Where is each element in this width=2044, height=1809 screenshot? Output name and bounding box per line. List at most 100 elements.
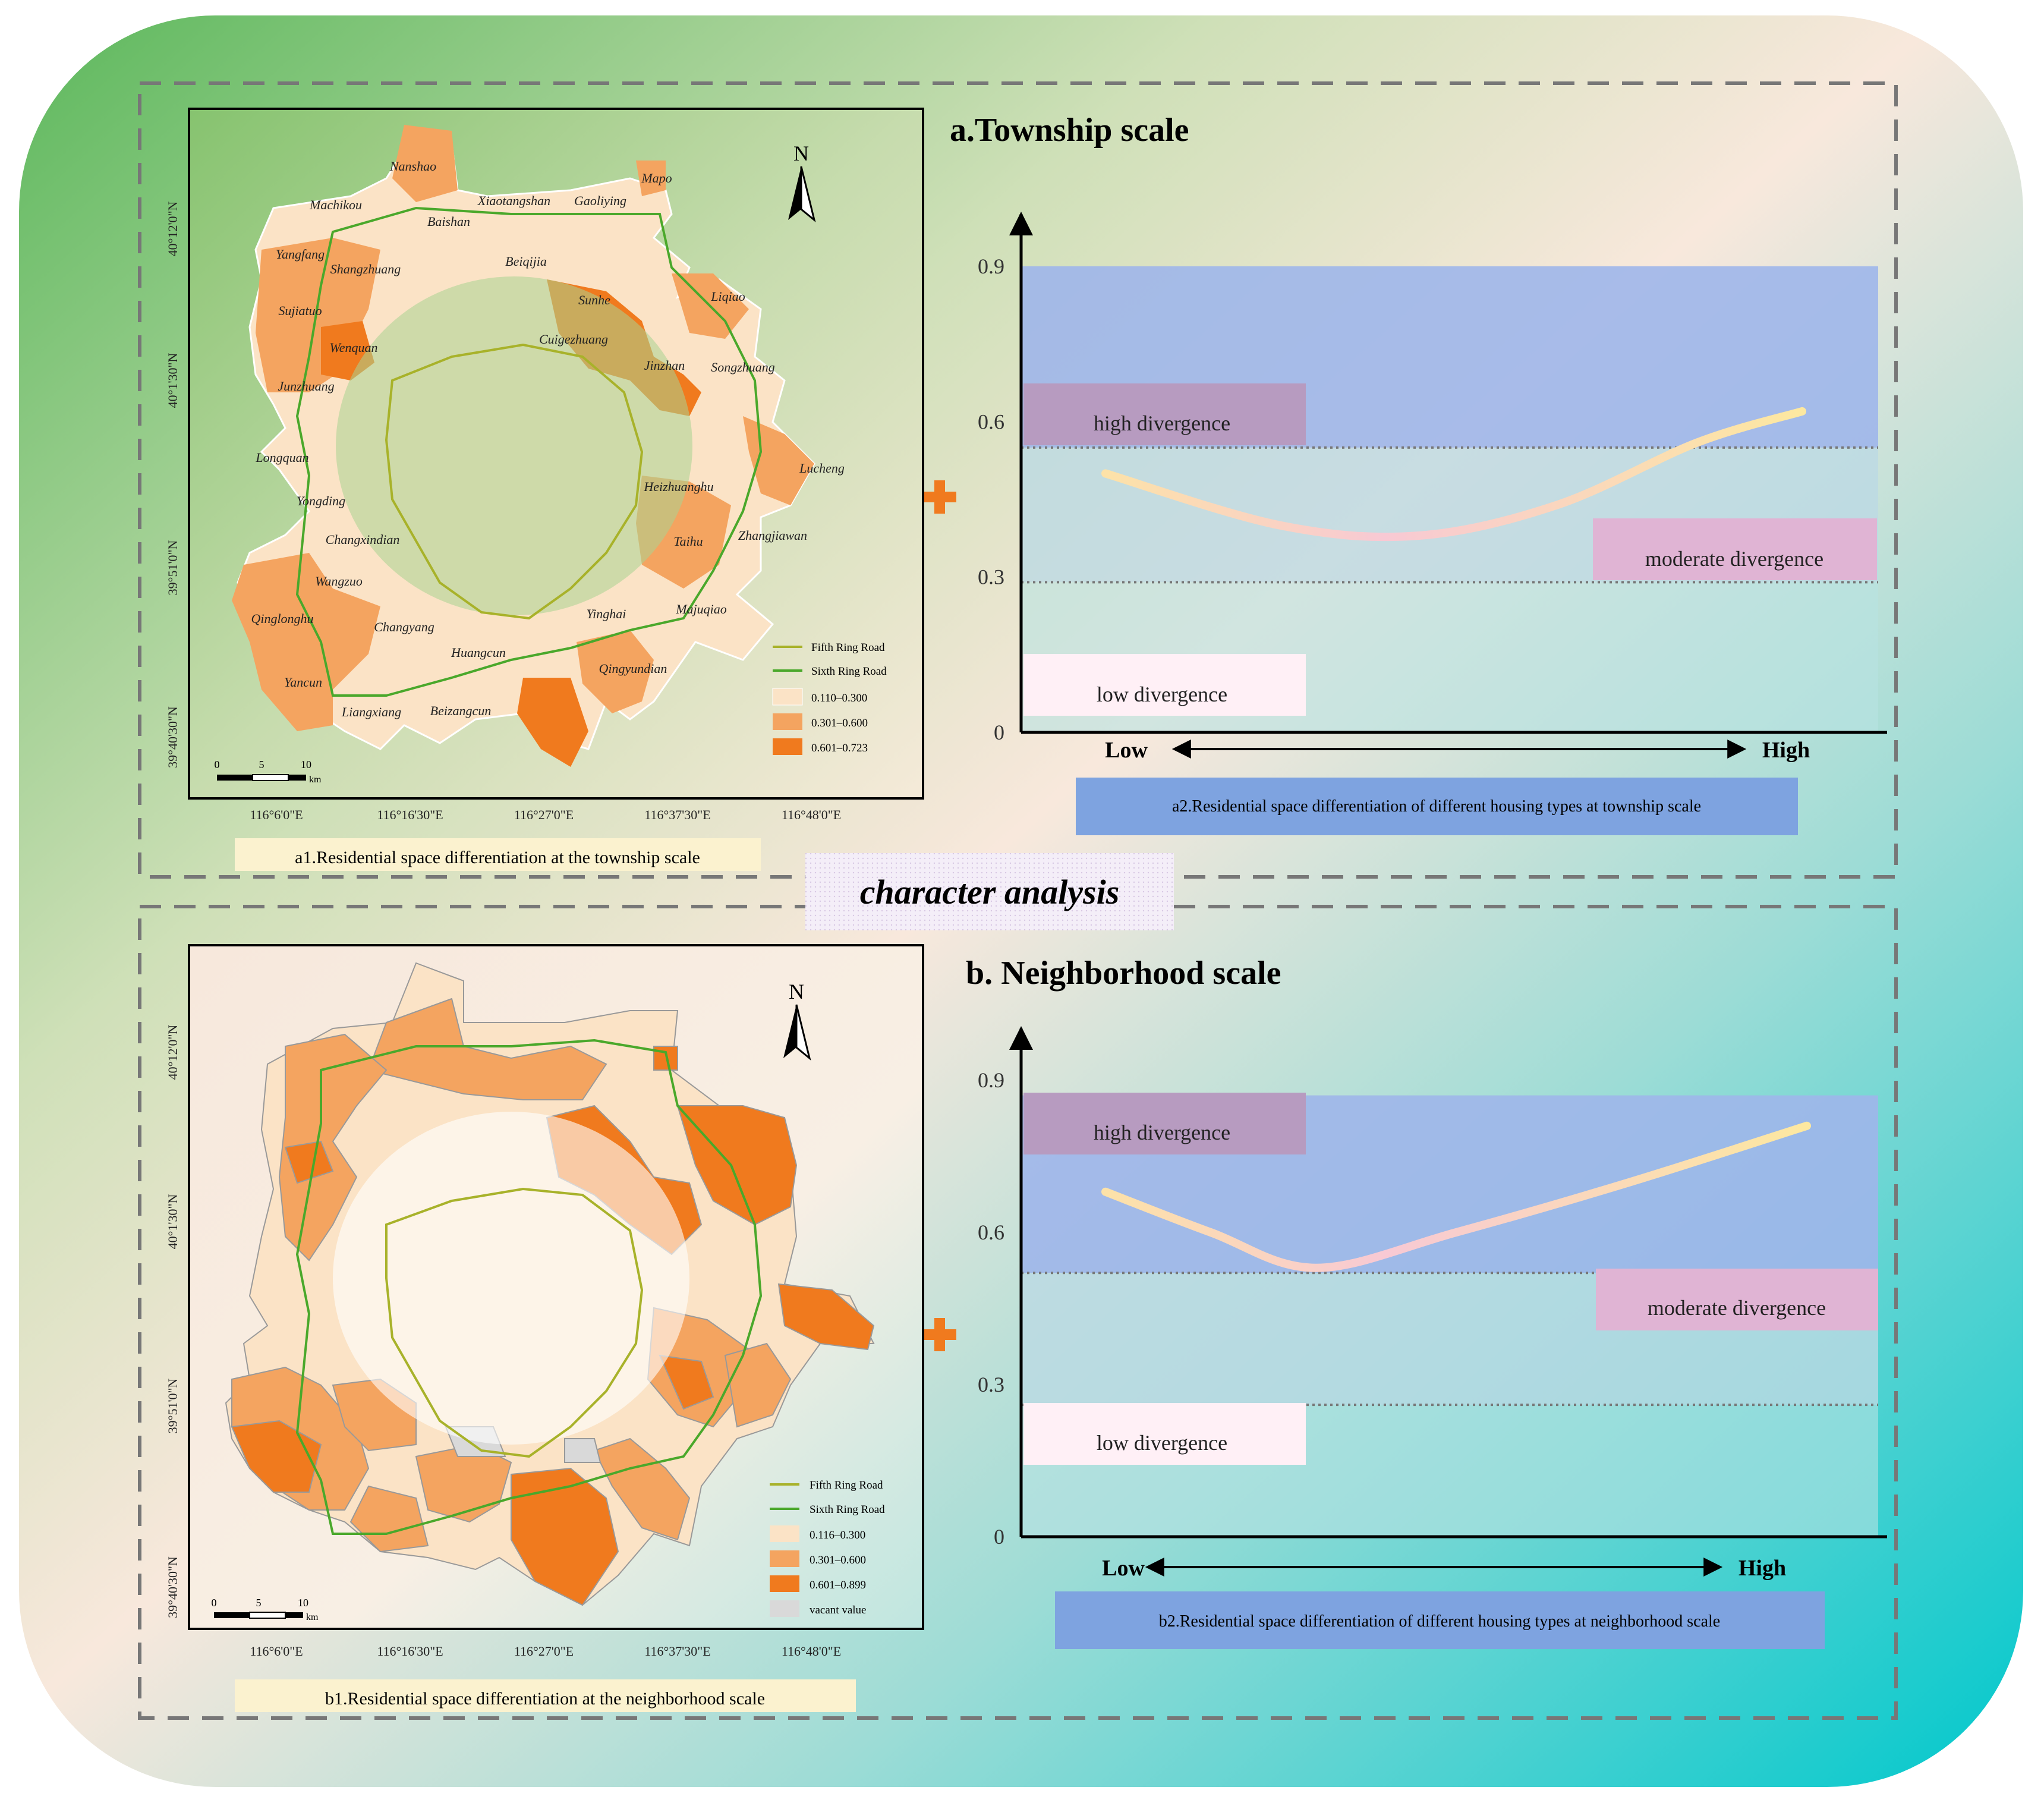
township-label: Songzhuang bbox=[711, 360, 775, 375]
band-label-box bbox=[1593, 518, 1877, 580]
svg-text:km: km bbox=[309, 775, 322, 785]
north-arrow-icon: N bbox=[783, 980, 811, 1061]
caption-box bbox=[235, 1679, 856, 1712]
scale-bar: 0 5 10 km bbox=[215, 759, 322, 785]
svg-text:39°40'30"N: 39°40'30"N bbox=[165, 1556, 180, 1618]
township-label: Changxindian bbox=[326, 532, 400, 547]
township-label: Xiaotangshan bbox=[477, 193, 550, 208]
y-tick-label: 0.9 bbox=[978, 1068, 1004, 1092]
band-label-box bbox=[1023, 654, 1306, 716]
svg-text:0.601–0.723: 0.601–0.723 bbox=[811, 742, 868, 754]
svg-text:0.301–0.600: 0.301–0.600 bbox=[810, 1554, 866, 1566]
svg-text:40°12'0"N: 40°12'0"N bbox=[165, 1025, 180, 1080]
township-label: Liqiao bbox=[710, 289, 745, 304]
panel-title-a: a.Township scale bbox=[950, 112, 1189, 149]
scale-bar: 0 5 10 km bbox=[212, 1597, 319, 1622]
township-label: Yongding bbox=[297, 493, 345, 508]
township-label: Wenquan bbox=[329, 340, 377, 355]
y-tick-label: 0.3 bbox=[978, 565, 1004, 589]
svg-text:10: 10 bbox=[301, 759, 311, 770]
township-label: Longquan bbox=[255, 450, 308, 465]
svg-text:0: 0 bbox=[212, 1597, 217, 1609]
svg-text:N: N bbox=[793, 141, 809, 165]
svg-text:Sixth Ring Road: Sixth Ring Road bbox=[811, 665, 887, 678]
township-label: Cuigezhuang bbox=[539, 332, 608, 347]
township-label: Sunhe bbox=[578, 292, 610, 307]
svg-text:0.301–0.600: 0.301–0.600 bbox=[811, 717, 868, 729]
map-neighborhood: N bbox=[165, 944, 924, 1659]
svg-text:Fifth Ring Road: Fifth Ring Road bbox=[810, 1479, 883, 1492]
band-label-box bbox=[1023, 1093, 1306, 1154]
township-label: Changyang bbox=[374, 619, 434, 634]
svg-text:116°48'0"E: 116°48'0"E bbox=[782, 1644, 841, 1659]
svg-text:116°6'0"E: 116°6'0"E bbox=[250, 807, 303, 822]
township-label: Yangfang bbox=[276, 247, 325, 262]
center-label-box bbox=[805, 853, 1174, 930]
svg-text:116°16'30"E: 116°16'30"E bbox=[377, 807, 443, 822]
y-tick-label: 0.6 bbox=[978, 1220, 1004, 1244]
map-township: N Nanshao Mapo Machikou Xiaotangshan Gaoliyi… bbox=[165, 108, 924, 822]
map-caption: a1.Residential space differentiation at … bbox=[295, 848, 700, 867]
township-label: Majuqiao bbox=[675, 602, 727, 616]
svg-text:116°37'30"E: 116°37'30"E bbox=[644, 807, 710, 822]
svg-text:Sixth Ring Road: Sixth Ring Road bbox=[810, 1503, 885, 1516]
svg-text:116°6'0"E: 116°6'0"E bbox=[250, 1644, 303, 1659]
map-caption: b1.Residential space differentiation at … bbox=[325, 1689, 765, 1709]
township-label: Qinglonghu bbox=[251, 611, 313, 626]
plus-icon bbox=[923, 480, 956, 514]
x-low-label: Low bbox=[1105, 738, 1148, 763]
band-label: low divergence bbox=[1097, 682, 1227, 706]
svg-text:116°27'0"E: 116°27'0"E bbox=[514, 807, 574, 822]
svg-text:116°16'30"E: 116°16'30"E bbox=[377, 1644, 443, 1659]
svg-text:0.601–0.899: 0.601–0.899 bbox=[810, 1579, 866, 1591]
township-label: Qingyundian bbox=[599, 661, 667, 676]
svg-text:116°48'0"E: 116°48'0"E bbox=[782, 807, 841, 822]
y-tick-label: 0 bbox=[994, 721, 1004, 744]
band-label-box bbox=[1596, 1269, 1878, 1330]
y-tick-label: 0.9 bbox=[978, 254, 1004, 278]
township-label: Beizangcun bbox=[430, 703, 492, 718]
township-label: Lucheng bbox=[799, 461, 845, 476]
svg-text:39°51'0"N: 39°51'0"N bbox=[165, 1379, 180, 1434]
band-label-box bbox=[1023, 383, 1306, 445]
svg-text:39°40'30"N: 39°40'30"N bbox=[165, 706, 180, 768]
x-high-label: High bbox=[1738, 1556, 1786, 1581]
svg-text:5: 5 bbox=[259, 759, 264, 770]
svg-text:5: 5 bbox=[256, 1597, 262, 1609]
band-label-box bbox=[1023, 1403, 1306, 1465]
township-label: Shangzhuang bbox=[330, 262, 401, 276]
center-title: character analysis bbox=[860, 873, 1120, 911]
y-tick-label: 0 bbox=[994, 1525, 1004, 1549]
band-label: high divergence bbox=[1094, 1121, 1230, 1144]
panel-title-b: b. Neighborhood scale bbox=[966, 955, 1281, 992]
y-tick-label: 0.3 bbox=[978, 1373, 1004, 1396]
map-legend: Fifth Ring Road Sixth Ring Road 0.110–0.… bbox=[772, 641, 887, 755]
township-label: Baishan bbox=[427, 214, 470, 229]
svg-text:0: 0 bbox=[215, 759, 220, 770]
svg-text:116°27'0"E: 116°27'0"E bbox=[514, 1644, 574, 1659]
chart-caption: a2.Residential space differentiation of … bbox=[1172, 797, 1701, 816]
township-label: Jinzhan bbox=[644, 358, 685, 373]
township-label: Wangzuo bbox=[315, 574, 363, 589]
svg-text:vacant value: vacant value bbox=[810, 1604, 866, 1616]
svg-text:0.116–0.300: 0.116–0.300 bbox=[810, 1529, 865, 1541]
township-label: Junzhuang bbox=[278, 379, 334, 394]
svg-text:40°1'30"N: 40°1'30"N bbox=[165, 353, 180, 408]
township-label: Yancun bbox=[284, 675, 322, 690]
map-legend: Fifth Ring Road Sixth Ring Road 0.116–0.… bbox=[770, 1479, 885, 1617]
township-label: Gaoliying bbox=[574, 193, 626, 208]
township-label: Huangcun bbox=[451, 645, 506, 660]
divergence-curve bbox=[1101, 407, 1806, 542]
svg-text:0.110–0.300: 0.110–0.300 bbox=[811, 692, 867, 704]
township-label: Sujiatuo bbox=[278, 303, 322, 318]
chart-township: high divergence moderate divergence low di… bbox=[978, 212, 1887, 763]
plus-icon bbox=[923, 1318, 956, 1351]
band-label: moderate divergence bbox=[1645, 547, 1823, 571]
svg-text:Fifth Ring Road: Fifth Ring Road bbox=[811, 641, 885, 654]
x-low-label: Low bbox=[1102, 1556, 1145, 1581]
township-label: Machikou bbox=[309, 197, 362, 212]
caption-box bbox=[235, 838, 761, 871]
north-arrow-icon: N bbox=[788, 141, 816, 223]
chart-caption: b2.Residential space differentiation of … bbox=[1159, 1612, 1720, 1631]
